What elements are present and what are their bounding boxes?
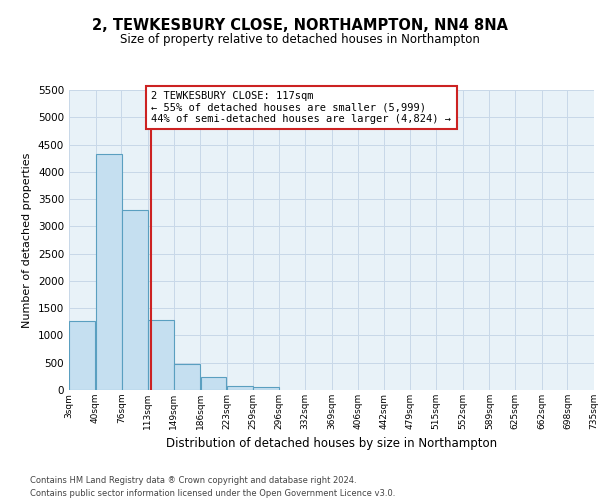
- Text: 2, TEWKESBURY CLOSE, NORTHAMPTON, NN4 8NA: 2, TEWKESBURY CLOSE, NORTHAMPTON, NN4 8N…: [92, 18, 508, 32]
- Bar: [122, 210, 148, 390]
- Y-axis label: Number of detached properties: Number of detached properties: [22, 152, 32, 328]
- Bar: [148, 320, 174, 390]
- Text: Contains HM Land Registry data ® Crown copyright and database right 2024.
Contai: Contains HM Land Registry data ® Crown c…: [30, 476, 395, 498]
- X-axis label: Distribution of detached houses by size in Northampton: Distribution of detached houses by size …: [166, 438, 497, 450]
- Bar: [227, 386, 253, 390]
- Bar: [96, 154, 122, 390]
- Bar: [174, 364, 200, 390]
- Bar: [253, 388, 279, 390]
- Bar: [70, 320, 95, 390]
- Text: 2 TEWKESBURY CLOSE: 117sqm
← 55% of detached houses are smaller (5,999)
44% of s: 2 TEWKESBURY CLOSE: 117sqm ← 55% of deta…: [151, 91, 451, 124]
- Bar: [200, 377, 226, 390]
- Text: Size of property relative to detached houses in Northampton: Size of property relative to detached ho…: [120, 32, 480, 46]
